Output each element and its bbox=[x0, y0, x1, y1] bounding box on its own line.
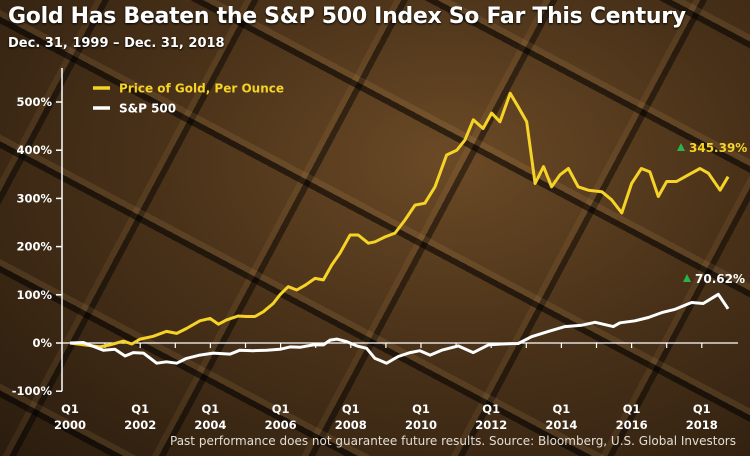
chart-subtitle: Dec. 31, 1999 – Dec. 31, 2018 bbox=[8, 36, 225, 51]
x-tick-year: 2012 bbox=[475, 418, 507, 432]
x-tick-year: 2018 bbox=[686, 418, 718, 432]
x-tick-year: 2014 bbox=[545, 418, 577, 432]
x-tick-year: 2004 bbox=[194, 418, 226, 432]
legend-label: Price of Gold, Per Ounce bbox=[119, 82, 284, 96]
x-tick-year: 2016 bbox=[616, 418, 648, 432]
x-tick-year: 2002 bbox=[124, 418, 156, 432]
x-tick-year: 2006 bbox=[265, 418, 297, 432]
x-tick-quarter: Q1 bbox=[553, 402, 571, 416]
up-triangle-icon bbox=[677, 143, 685, 151]
end-value-label: 345.39% bbox=[689, 141, 747, 155]
up-triangle-icon bbox=[683, 274, 691, 282]
x-tick-quarter: Q1 bbox=[342, 402, 360, 416]
x-tick-year: 2000 bbox=[54, 418, 86, 432]
x-tick-quarter: Q1 bbox=[412, 402, 430, 416]
footnote: Past performance does not guarantee futu… bbox=[170, 434, 736, 448]
x-tick-quarter: Q1 bbox=[623, 402, 641, 416]
x-tick-year: 2010 bbox=[405, 418, 437, 432]
x-tick-quarter: Q1 bbox=[61, 402, 79, 416]
x-tick-quarter: Q1 bbox=[131, 402, 149, 416]
y-tick-label: 500% bbox=[16, 95, 52, 109]
x-tick-quarter: Q1 bbox=[272, 402, 290, 416]
y-tick-label: 300% bbox=[16, 191, 52, 205]
x-tick-quarter: Q1 bbox=[482, 402, 500, 416]
legend-label: S&P 500 bbox=[119, 102, 176, 116]
y-tick-label: 400% bbox=[16, 143, 52, 157]
sp500-line bbox=[69, 292, 730, 365]
y-tick-label: 200% bbox=[16, 240, 52, 254]
end-value-label: 70.62% bbox=[695, 272, 745, 286]
chart-title: Gold Has Beaten the S&P 500 Index So Far… bbox=[8, 4, 686, 29]
x-tick-quarter: Q1 bbox=[693, 402, 711, 416]
y-tick-label: -100% bbox=[12, 384, 53, 398]
y-tick-label: 0% bbox=[32, 336, 52, 350]
y-tick-label: 100% bbox=[16, 288, 52, 302]
x-tick-quarter: Q1 bbox=[202, 402, 220, 416]
gold-price-line bbox=[69, 91, 730, 349]
x-tick-year: 2008 bbox=[335, 418, 367, 432]
